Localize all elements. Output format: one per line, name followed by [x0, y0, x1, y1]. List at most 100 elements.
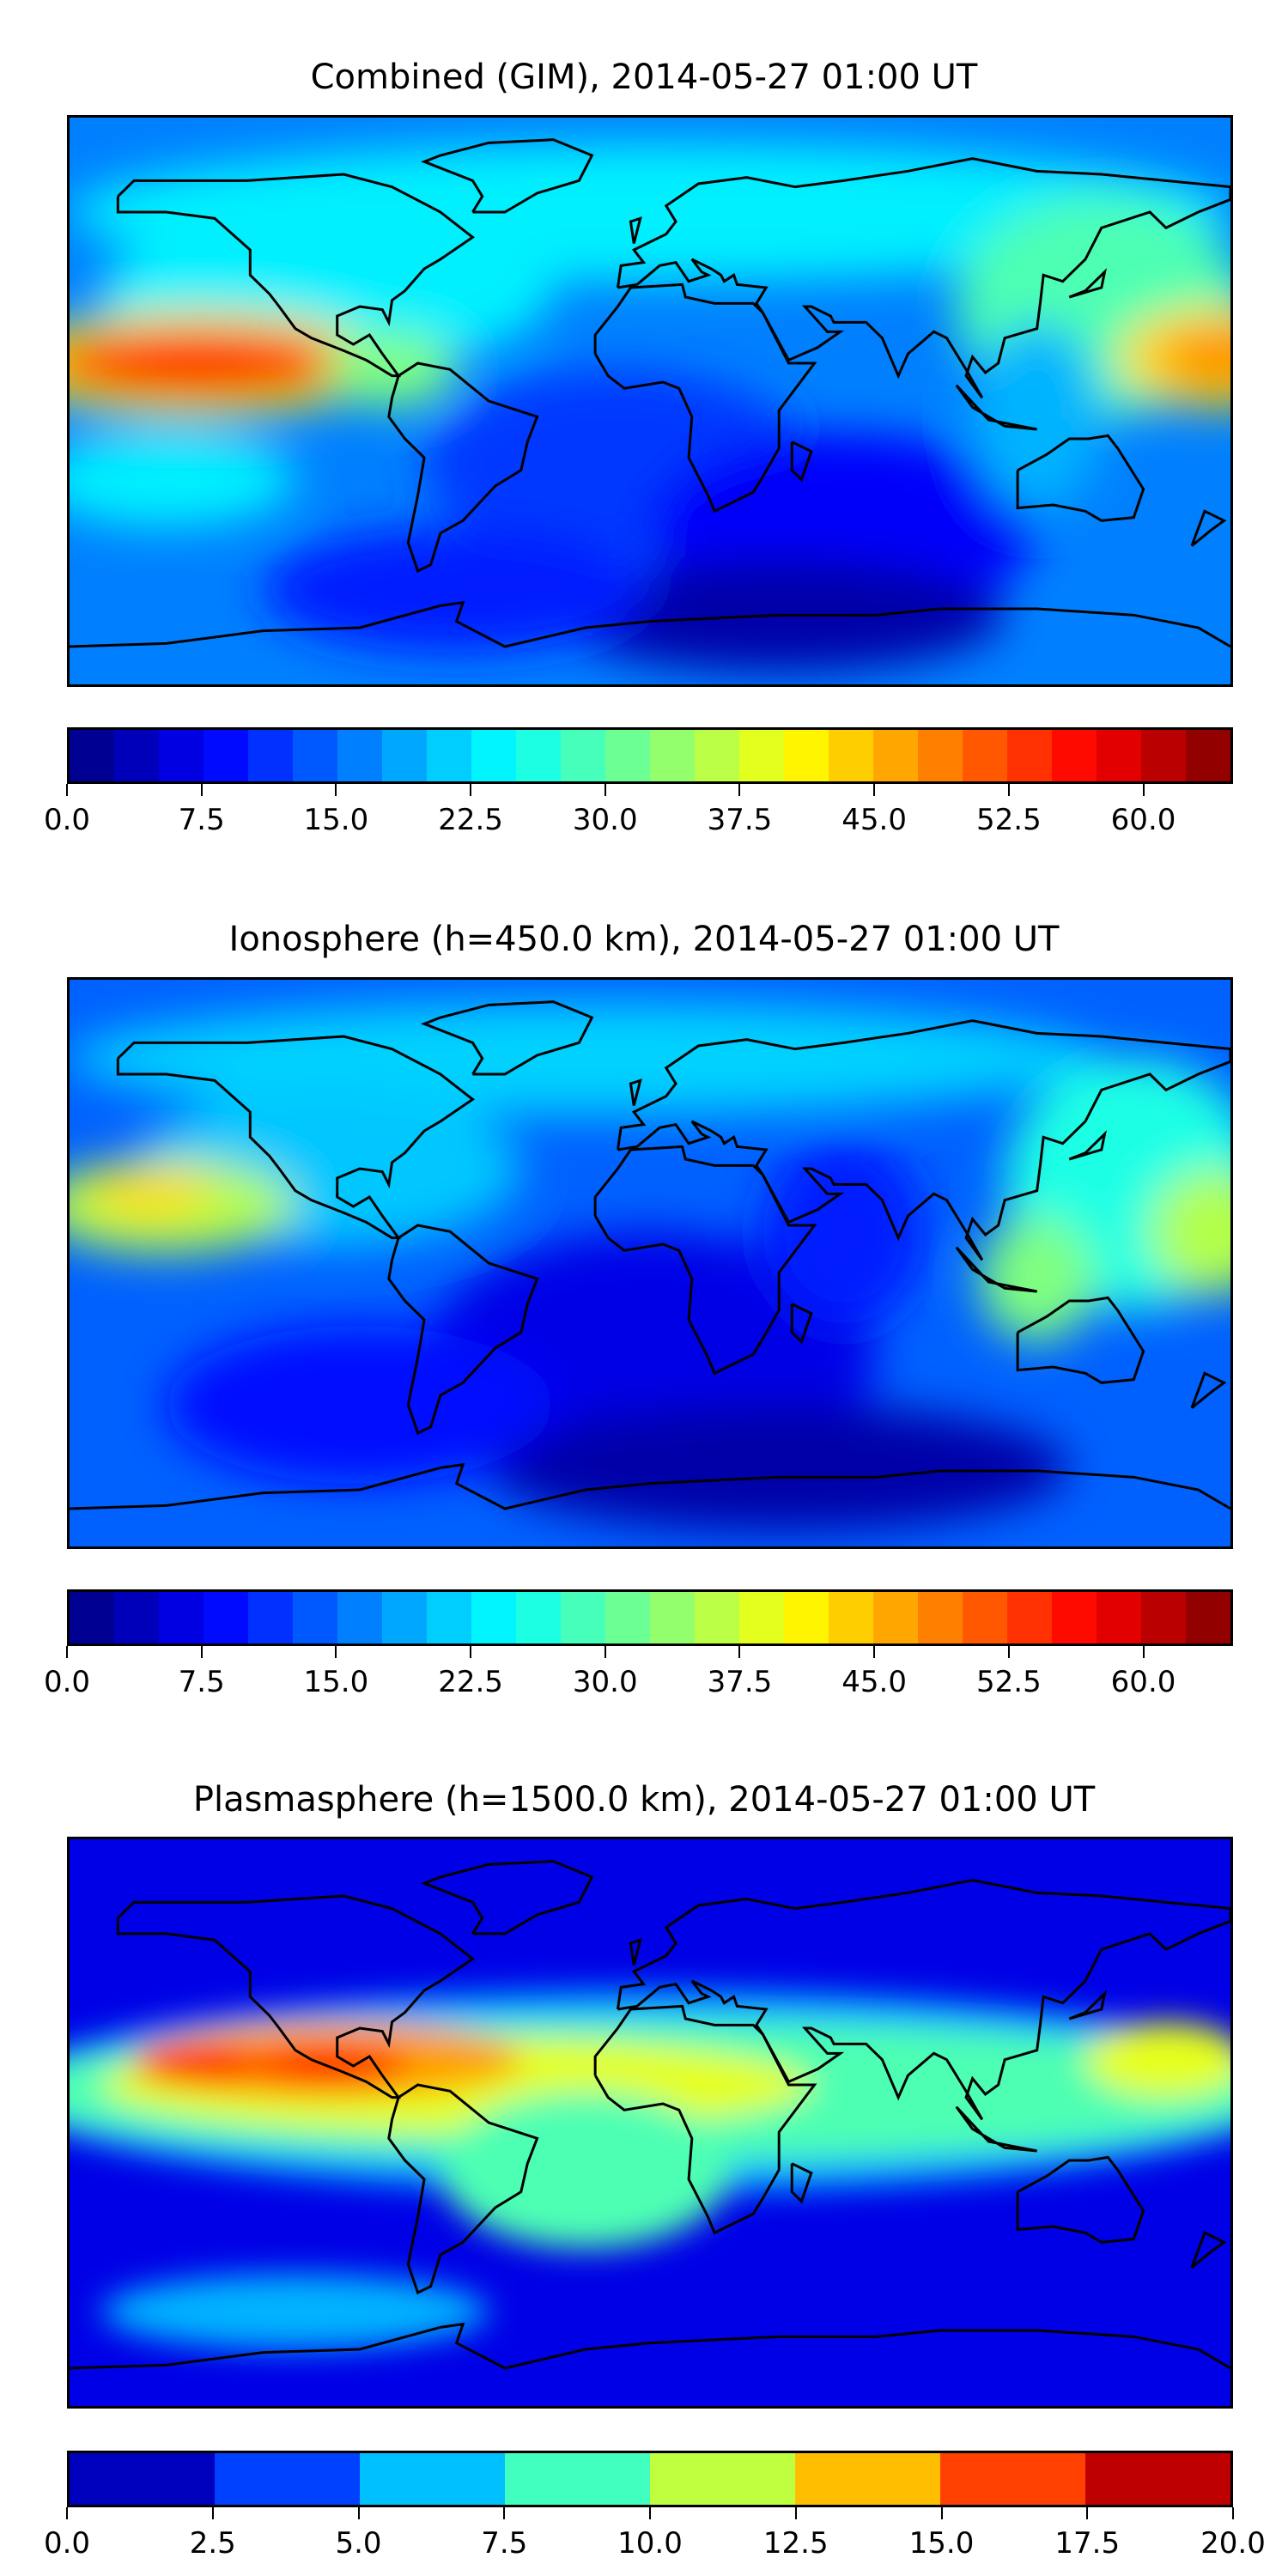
colorbar-level [963, 730, 1007, 781]
colorbar-level [561, 730, 605, 781]
colorbar-tick-label: 15.0 [303, 1665, 369, 1699]
field-region [1085, 2021, 1230, 2098]
colorbar-level [1052, 730, 1097, 781]
colorbar-level [963, 1592, 1007, 1643]
colorbar-level [695, 730, 739, 781]
coastline [424, 1002, 592, 1074]
colorbar-level [1085, 2453, 1230, 2505]
coastline [424, 1862, 592, 1934]
coastline [630, 1940, 640, 1965]
colorbar-level [695, 1592, 739, 1643]
field-region [1159, 328, 1230, 386]
colorbar-level [605, 1592, 650, 1643]
colorbar-level [159, 730, 204, 781]
colorbar-tick-label: 45.0 [841, 803, 907, 837]
colorbar-level [829, 1592, 873, 1643]
colorbar-tick [66, 2507, 68, 2519]
coastline [389, 1225, 538, 1433]
panel-3-map [67, 1837, 1233, 2409]
coastline [617, 159, 1230, 398]
colorbar-tick [66, 784, 68, 796]
coastline [70, 603, 1230, 647]
coastline [617, 1021, 1230, 1261]
colorbar-tick-label: 7.5 [178, 1665, 225, 1699]
coastline [1192, 511, 1224, 545]
colorbar-tick [940, 2507, 943, 2519]
colorbar-level [1141, 730, 1186, 781]
colorbar-level [918, 1592, 963, 1643]
coastline [1192, 2233, 1224, 2267]
colorbar-level [516, 1592, 561, 1643]
colorbar-level [1186, 730, 1230, 781]
colorbar-tick [738, 1646, 741, 1658]
colorbar-tick-label: 30.0 [572, 803, 638, 837]
coastline [70, 2324, 1230, 2368]
colorbar-level [505, 2453, 650, 2505]
colorbar-level [337, 730, 382, 781]
colorbar-tick [335, 784, 337, 796]
colorbar-tick-label: 0.0 [43, 1665, 91, 1699]
colorbar-level [829, 730, 873, 781]
colorbar-level [873, 1592, 918, 1643]
colorbar-tick-label: 15.0 [303, 803, 369, 837]
colorbar-level [784, 730, 829, 781]
coastline [1018, 435, 1143, 520]
field-region [972, 322, 1102, 512]
colorbar-tick-label: 7.5 [178, 803, 225, 837]
colorbar-tick [604, 784, 606, 796]
colorbar-tick-label: 7.5 [481, 2526, 528, 2561]
colorbar-level [1097, 730, 1141, 781]
coastline [1069, 272, 1104, 297]
panel-3-colorbar [67, 2451, 1233, 2507]
colorbar-tick-label: 37.5 [707, 1665, 773, 1699]
colorbar-level [382, 1592, 427, 1643]
coastline [70, 1465, 1230, 1509]
colorbar-tick-label: 2.5 [189, 2526, 236, 2561]
colorbar-tick [1086, 2507, 1089, 2519]
colorbar-tick [1142, 1646, 1145, 1658]
colorbar-tick-label: 30.0 [572, 1665, 638, 1699]
colorbar-level [248, 730, 293, 781]
colorbar-tick [66, 1646, 68, 1658]
panel-2-title: Ionosphere (h=450.0 km), 2014-05-27 01:0… [228, 920, 1060, 959]
colorbar-tick [1007, 1646, 1010, 1658]
panel-1-title: Combined (GIM), 2014-05-27 01:00 UT [310, 58, 978, 97]
coastline [792, 2164, 811, 2202]
colorbar-tick [200, 784, 203, 796]
panel-1-map [67, 115, 1233, 687]
colorbar-tick-label: 60.0 [1110, 803, 1176, 837]
coastline [957, 2107, 1037, 2151]
colorbar-level [1141, 1592, 1186, 1643]
colorbar-tick-label: 52.5 [975, 803, 1042, 837]
colorbar-tick-label: 0.0 [43, 803, 91, 837]
panel-3-colorbar-ticks: 0.0 2.5 5.0 7.5 10.0 12.5 15.0 17.5 20.0 [44, 2507, 1266, 2561]
colorbar-tick-label: 17.5 [1054, 2526, 1121, 2561]
colorbar-tick [200, 1646, 203, 1658]
colorbar-tick-label: 12.5 [762, 2526, 829, 2561]
panel-1-colorbar [67, 727, 1233, 784]
colorbar-tick [1007, 784, 1010, 796]
coastline [595, 1146, 814, 1373]
colorbar-tick [470, 784, 472, 796]
colorbar-level [650, 730, 695, 781]
colorbar-tick [873, 784, 876, 796]
colorbar-tick [738, 784, 741, 796]
colorbar-level [114, 730, 159, 781]
colorbar-level [561, 1592, 605, 1643]
field-region [263, 526, 650, 653]
colorbar-level [360, 2453, 505, 2505]
coastline [1018, 1297, 1143, 1382]
coastline [630, 218, 640, 243]
colorbar-tick-label: 20.0 [1200, 2526, 1266, 2561]
coastline [595, 2006, 814, 2233]
colorbar-level [293, 1592, 337, 1643]
field-region [85, 1169, 216, 1219]
colorbar-tick [503, 2507, 506, 2519]
colorbar-level [70, 730, 114, 781]
coastline [595, 284, 814, 511]
colorbar-tick [470, 1646, 472, 1658]
colorbar-tick-label: 15.0 [908, 2526, 975, 2561]
field-region [762, 1137, 925, 1327]
colorbar-level [204, 1592, 248, 1643]
panel-3-title: Plasmasphere (h=1500.0 km), 2014-05-27 0… [192, 1780, 1096, 1820]
